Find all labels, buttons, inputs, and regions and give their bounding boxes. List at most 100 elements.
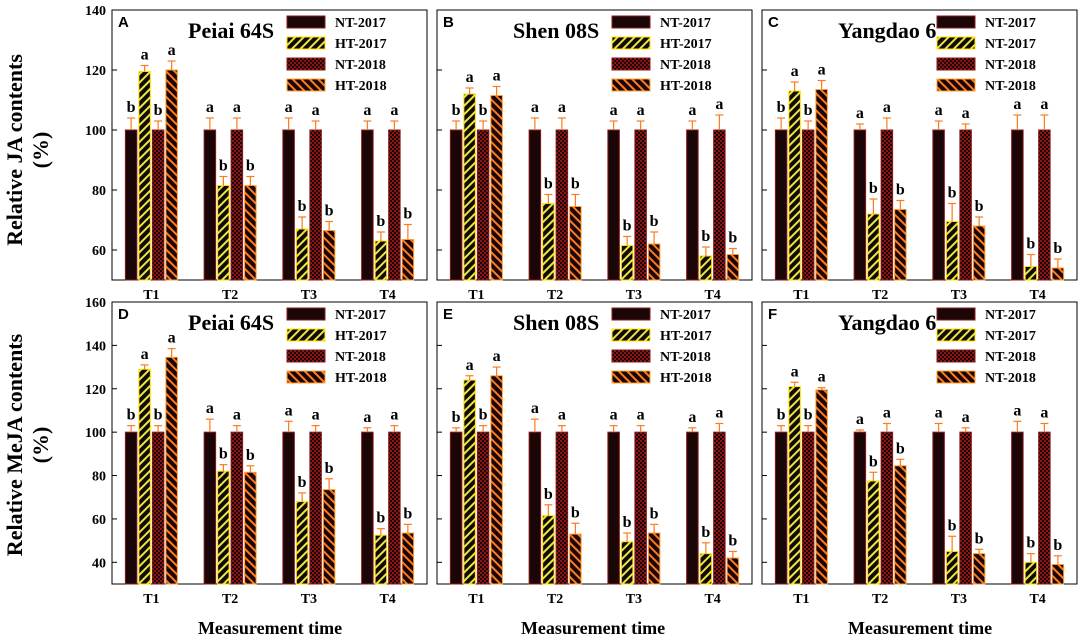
panel-title: Shen 08S <box>513 18 599 43</box>
bar <box>217 470 230 585</box>
panel-label: C <box>768 14 779 31</box>
bar <box>1024 266 1038 281</box>
legend-label: HT-2018 <box>335 79 387 94</box>
legend-label: HT-2017 <box>660 329 712 344</box>
bar <box>607 129 620 281</box>
bar <box>295 501 309 585</box>
legend: NT-2017 NT-2017 NT-2018 NT-2018 <box>936 15 1036 94</box>
legend-swatch <box>611 349 651 363</box>
plot-frame <box>761 9 1078 281</box>
bar <box>138 368 151 585</box>
significance-label: a <box>390 407 398 424</box>
significance-label: a <box>206 99 214 116</box>
legend-swatch <box>611 307 651 321</box>
plot-frame <box>111 9 428 281</box>
x-tick-label: T1 <box>468 288 484 303</box>
significance-label: b <box>544 486 553 503</box>
significance-label: b <box>1026 535 1035 552</box>
bar <box>959 129 972 281</box>
bar <box>138 71 151 281</box>
bar <box>647 243 661 281</box>
significance-label: b <box>571 176 580 193</box>
legend-swatch <box>936 36 976 50</box>
significance-label: a <box>688 102 696 119</box>
significance-label: a <box>531 99 539 116</box>
legend-swatch <box>286 328 326 342</box>
bar <box>788 386 801 585</box>
significance-label: a <box>141 47 149 64</box>
legend-swatch <box>286 78 326 92</box>
bar <box>542 515 555 585</box>
significance-label: a <box>233 407 241 424</box>
significance-label: b <box>1053 240 1062 257</box>
bar <box>1011 431 1024 585</box>
legend-label: NT-2017 <box>660 16 711 31</box>
significance-label: b <box>376 213 385 230</box>
panel-title: Shen 08S <box>513 310 599 335</box>
bar <box>555 129 569 281</box>
significance-label: a <box>312 407 320 424</box>
x-tick-label: T3 <box>301 288 317 303</box>
significance-label: a <box>791 63 799 80</box>
significance-label: a <box>610 102 618 119</box>
bar <box>634 431 647 585</box>
significance-label: a <box>883 404 891 421</box>
significance-label: a <box>363 102 371 119</box>
significance-label: b <box>869 453 878 470</box>
bar <box>945 221 959 281</box>
bar <box>309 129 322 281</box>
y-tick-label: 60 <box>92 244 106 259</box>
bar <box>401 532 415 585</box>
panel-label: B <box>443 14 454 31</box>
bar <box>374 240 388 281</box>
legend-label: NT-2017 <box>985 37 1036 52</box>
significance-label: b <box>403 505 412 522</box>
y-tick-label: 140 <box>85 4 106 19</box>
bar <box>203 431 217 585</box>
panel-label: A <box>118 14 129 31</box>
significance-label: a <box>935 404 943 421</box>
bar <box>463 379 476 585</box>
x-tick-label: T1 <box>468 592 484 607</box>
legend-label: NT-2018 <box>335 58 386 73</box>
legend-swatch <box>611 328 651 342</box>
bar <box>932 129 945 281</box>
bar <box>244 185 257 281</box>
panel-label: E <box>443 306 453 323</box>
x-tick-label: T3 <box>951 592 967 607</box>
legend-label: NT-2018 <box>985 350 1036 365</box>
bar <box>686 431 699 585</box>
significance-label: a <box>206 400 214 417</box>
chart-panel-d: 40 60 80 100 120 140 160 T1 b a b a T2 a b a b T3 a b a b T4 a b… <box>85 296 428 607</box>
legend-swatch <box>286 307 326 321</box>
legend-swatch <box>286 57 326 71</box>
bar <box>569 206 582 281</box>
significance-label: b <box>154 407 163 424</box>
bar <box>124 431 138 585</box>
significance-label: a <box>312 102 320 119</box>
significance-label: a <box>818 62 826 79</box>
bar <box>686 129 699 281</box>
y-tick-label: 100 <box>85 124 106 139</box>
significance-label: a <box>1040 404 1048 421</box>
legend-swatch <box>936 78 976 92</box>
bar <box>244 471 257 585</box>
x-tick-label: T3 <box>301 592 317 607</box>
bar <box>774 431 788 585</box>
bar <box>894 465 907 585</box>
bar <box>774 129 788 281</box>
bar <box>463 93 476 281</box>
y-tick-label: 140 <box>85 339 106 354</box>
significance-label: b <box>650 213 659 230</box>
x-tick-label: T4 <box>704 592 720 607</box>
x-tick-label: T3 <box>626 288 642 303</box>
significance-label: b <box>127 99 136 116</box>
x-tick-label: T4 <box>379 288 395 303</box>
significance-label: b <box>948 185 957 202</box>
legend-label: HT-2017 <box>660 37 712 52</box>
x-tick-label: T1 <box>143 592 159 607</box>
x-tick-label: T4 <box>704 288 720 303</box>
legend-swatch <box>286 370 326 384</box>
x-tick-label: T4 <box>1029 288 1045 303</box>
legend-swatch <box>936 15 976 29</box>
